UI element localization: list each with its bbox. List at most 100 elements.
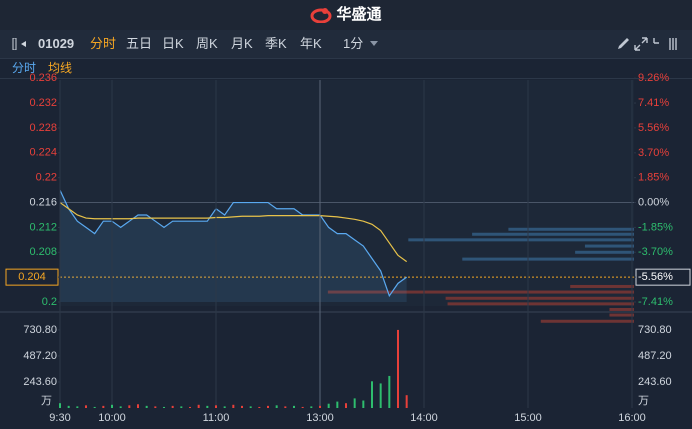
y-tick-label: 0.228 — [29, 122, 57, 134]
y2-tick-label: 5.56% — [638, 122, 669, 134]
tab[interactable]: 分时 — [90, 36, 117, 51]
depth-bar — [472, 232, 634, 236]
volume-bar — [223, 406, 226, 408]
stock-code: 01029 — [38, 36, 75, 51]
volume-bar — [388, 375, 391, 408]
subtab[interactable]: 均线 — [48, 61, 73, 75]
x-tick-label: 16:00 — [618, 412, 646, 424]
volume-bar — [258, 406, 261, 408]
tools[interactable] — [616, 37, 686, 51]
logo — [310, 8, 332, 24]
brand: 华盛通 — [336, 6, 382, 23]
y2-tick-label: 7.41% — [638, 97, 669, 109]
tab[interactable]: 日K — [162, 36, 184, 51]
volume-bar — [206, 405, 209, 408]
unit-label: 万 — [638, 395, 649, 407]
volume-bar — [128, 405, 131, 408]
y2-tick-label: -5.56% — [638, 271, 673, 283]
series-line — [59, 202, 408, 263]
volume-bar — [189, 406, 191, 408]
volume-bar — [93, 406, 96, 408]
volume-bar — [111, 404, 113, 408]
depth-bar — [609, 307, 634, 311]
volume-bar — [405, 395, 408, 408]
volume-bar — [267, 405, 269, 408]
y-tick-label: 0.208 — [29, 246, 57, 258]
series-line — [59, 189, 408, 298]
volume-bar — [301, 406, 304, 408]
y-tick-label: 730.80 — [638, 324, 672, 336]
volume-bar — [310, 406, 313, 408]
y2-tick-label: 1.85% — [638, 172, 669, 184]
interval[interactable]: 1分 — [343, 36, 364, 51]
volume-bar — [215, 405, 217, 408]
x-tick-label: 13:00 — [306, 412, 334, 424]
tab[interactable]: 季K — [265, 36, 287, 51]
x-tick-label: 11:00 — [203, 412, 230, 424]
tab[interactable]: 年K — [300, 36, 322, 51]
volume-bar — [85, 405, 87, 408]
y-tick-label: 0.2 — [42, 296, 57, 308]
subtabs: 分时 均线 — [0, 58, 692, 79]
volume-bar — [284, 406, 287, 408]
volume-bar — [67, 405, 70, 408]
y-tick-label: 0.216 — [29, 196, 57, 208]
depth-bar — [408, 238, 634, 242]
tab[interactable]: 五日 — [126, 36, 153, 51]
y-tick-label: 243.60 — [638, 376, 672, 388]
depth-bar — [327, 290, 634, 294]
y-tick-label: 487.20 — [23, 350, 57, 362]
tab[interactable]: 月K — [231, 36, 253, 51]
unit-label: 万 — [41, 395, 52, 407]
y2-tick-label: -7.41% — [638, 296, 673, 308]
y-tick-label: 0.224 — [29, 147, 57, 159]
volume-bar — [275, 405, 278, 408]
y-tick-label: 243.60 — [23, 376, 57, 388]
volume-bar — [154, 406, 157, 408]
volume-bar — [353, 398, 356, 408]
depth-bar — [570, 284, 634, 288]
volume-bar — [102, 405, 105, 408]
volume-bar — [137, 404, 139, 408]
volume-bar — [163, 406, 165, 408]
y-tick-label: 730.80 — [23, 324, 57, 336]
volume-bar — [76, 406, 79, 408]
depth-bar — [445, 296, 634, 300]
volume-bar — [145, 405, 148, 408]
x-tick-label: 15:00 — [514, 412, 542, 424]
plot-bg — [60, 80, 634, 306]
y-tick-label: 0.204 — [18, 271, 46, 283]
volume-bar — [362, 400, 365, 408]
tab[interactable]: 周K — [196, 36, 218, 51]
header: 华盛通 — [0, 0, 692, 30]
subtab[interactable]: 分时 — [12, 61, 37, 75]
toolbar: 01029 分时 五日 日K 周K 月K 季K 年K 1分 — [0, 30, 692, 59]
y-tick-label: 487.20 — [638, 350, 672, 362]
caret[interactable] — [370, 41, 378, 47]
x-tick-label: 10:00 — [98, 412, 126, 424]
y2-tick-label: 9.26% — [638, 72, 669, 84]
y-tick-label: 0.22 — [36, 172, 57, 184]
depth-bar — [540, 319, 634, 323]
volume-bar — [180, 406, 183, 408]
depth-bar — [508, 227, 634, 231]
depth-bar — [447, 302, 634, 306]
depth-bar — [609, 313, 634, 317]
side-toggle[interactable] — [12, 38, 30, 50]
volume-bar — [171, 405, 174, 408]
volume-bar — [327, 403, 330, 408]
volume-bar — [371, 381, 373, 408]
volume-bar — [397, 329, 399, 408]
x-tick-label: 14:00 — [410, 412, 438, 424]
volume-bar — [232, 404, 235, 408]
volume-bar — [197, 404, 200, 408]
y2-tick-label: -3.70% — [638, 246, 673, 258]
volume-bar — [379, 383, 382, 408]
depth-bar — [584, 244, 634, 248]
volume-bar — [345, 403, 347, 408]
y-tick-label: 0.232 — [29, 97, 57, 109]
y-tick-label: 0.236 — [29, 72, 57, 84]
depth-bar — [462, 257, 634, 261]
